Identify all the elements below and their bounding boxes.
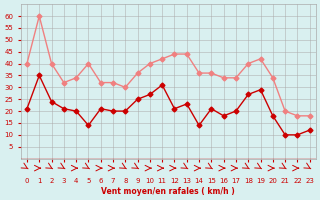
X-axis label: Vent moyen/en rafales ( km/h ): Vent moyen/en rafales ( km/h ) <box>101 187 235 196</box>
